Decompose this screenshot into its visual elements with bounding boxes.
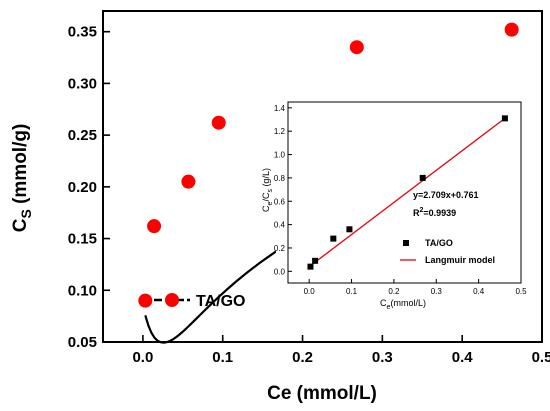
main-plot: 0.0 0.1 0.2 0.3 0.4 0.5 0.05 0.10 0.15 0.20 0.25 0.… — [10, 10, 550, 404]
inset-legend-label-data: TA/GO — [425, 238, 453, 248]
inset-data-point — [419, 174, 426, 181]
inset-y-axis-title: Ce/Cs (g/L) — [261, 168, 274, 212]
main-y-tick-label: 0.35 — [68, 24, 97, 41]
inset-background — [276, 93, 530, 291]
main-y-tick-label: 0.30 — [68, 75, 97, 92]
inset-y-tick-label: 1.2 — [274, 127, 286, 136]
main-plot-frame — [102, 10, 543, 343]
inset-y-tick-label: 1.4 — [274, 104, 286, 113]
inset-plot-frame — [287, 101, 522, 284]
inset-legend-marker — [403, 240, 409, 246]
inset-axis-ticks: 0.0 0.1 0.2 0.3 0.4 0.5 0.0 0.2 0.4 0.6 0.8 1.0 1.2 1… — [274, 104, 527, 296]
main-y-axis-title-main: C — [10, 218, 31, 232]
inset-legend-label-fit: Langmuir model — [425, 255, 495, 265]
inset-x-tick-label: 0.5 — [515, 287, 527, 296]
main-x-tick-label: 0.5 — [532, 349, 550, 366]
main-y-tick-label: 0.25 — [68, 127, 97, 144]
inset-legend: TA/GO Langmuir model — [400, 238, 495, 265]
inset-x-tick-label: 0.0 — [304, 287, 316, 296]
inset-x-tick-label: 0.4 — [473, 287, 485, 296]
inset-data-point — [501, 115, 508, 122]
main-axis-ticks: 0.0 0.1 0.2 0.3 0.4 0.5 0.05 0.10 0.15 0.20 0.25 0.… — [68, 24, 550, 366]
main-data-point — [349, 40, 364, 55]
inset-x-axis-title-unit: (mmol/L) — [390, 298, 426, 308]
main-y-axis-title: CS (mmol/g) — [10, 124, 34, 233]
main-x-tick-label: 0.2 — [292, 349, 313, 366]
inset-r-squared-prefix: R — [413, 208, 420, 218]
inset-y-tick-label: 0.6 — [274, 197, 286, 206]
inset-y-tick-label: 0.4 — [274, 221, 286, 230]
inset-data-point — [346, 226, 353, 233]
inset-x-axis-title: Ce(mmol/L) — [380, 298, 426, 311]
main-y-tick-label: 0.15 — [68, 231, 97, 248]
inset-data-point — [312, 257, 319, 264]
inset-y-axis-title-ce: C — [261, 205, 271, 212]
main-legend: TA/GO — [154, 293, 245, 310]
main-y-tick-label: 0.10 — [68, 282, 97, 299]
inset-y-tick-label: 0.8 — [274, 174, 286, 183]
inset-x-tick-label: 0.1 — [346, 287, 358, 296]
inset-equation: y=2.709x+0.761 — [413, 190, 479, 200]
inset-y-tick-label: 0.2 — [274, 244, 286, 253]
inset-x-axis-title-main: C — [380, 298, 387, 308]
inset-data-point — [330, 235, 337, 242]
inset-y-axis-title-unit: (g/L) — [261, 168, 271, 189]
inset-r-squared-value: =0.9939 — [423, 208, 456, 218]
main-data-points — [138, 22, 519, 308]
main-x-tick-label: 0.0 — [132, 349, 153, 366]
inset-fit-line — [308, 117, 506, 268]
inset-r-squared: R2=0.9939 — [413, 207, 456, 218]
main-legend-marker — [165, 293, 179, 307]
inset-x-tick-label: 0.3 — [431, 287, 443, 296]
main-legend-label: TA/GO — [196, 293, 245, 310]
inset-y-axis-title-s: s — [267, 189, 274, 193]
inset-y-tick-label: 0.0 — [274, 267, 286, 276]
inset-data-point — [307, 263, 314, 270]
inset-y-tick-label: 1.0 — [274, 151, 286, 160]
inset-plot: 0.0 0.1 0.2 0.3 0.4 0.5 0.0 0.2 0.4 0.6 0.8 1.0 1.2 1… — [261, 93, 530, 311]
inset-y-axis-title-cs: /C — [261, 192, 271, 202]
inset-x-axis-title-sub: e — [387, 304, 391, 311]
main-x-tick-label: 0.4 — [452, 349, 474, 366]
inset-r-squared-sup: 2 — [420, 207, 424, 214]
main-y-tick-label: 0.05 — [68, 334, 97, 351]
main-data-point — [504, 22, 519, 37]
main-data-point — [147, 219, 162, 234]
inset-data-points — [307, 115, 508, 270]
main-data-point — [181, 174, 196, 189]
main-y-axis-title-sub: S — [18, 209, 34, 218]
main-x-tick-label: 0.1 — [212, 349, 233, 366]
main-data-point — [138, 293, 153, 308]
main-y-tick-label: 0.20 — [68, 179, 97, 196]
main-x-axis-title: Ce (mmol/L) — [267, 383, 377, 404]
main-y-axis-title-unit: (mmol/g) — [10, 124, 31, 210]
main-x-tick-label: 0.3 — [372, 349, 393, 366]
inset-y-axis-title-e: e — [267, 201, 274, 205]
inset-x-tick-label: 0.2 — [388, 287, 400, 296]
main-data-point — [211, 115, 226, 130]
